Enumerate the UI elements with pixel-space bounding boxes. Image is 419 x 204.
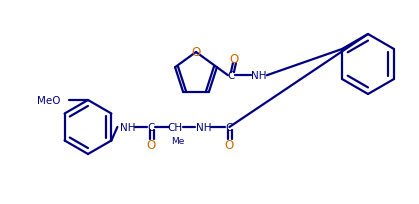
Text: NH: NH (251, 71, 266, 81)
Text: O: O (191, 46, 201, 59)
Text: C: C (227, 71, 235, 81)
Text: O: O (225, 139, 234, 152)
Text: MeO: MeO (36, 95, 60, 105)
Text: C: C (147, 122, 155, 132)
Text: C: C (226, 122, 233, 132)
Text: O: O (147, 139, 156, 152)
Text: NH: NH (196, 122, 211, 132)
Text: NH: NH (120, 122, 135, 132)
Text: Me: Me (171, 137, 184, 146)
Text: CH: CH (168, 122, 183, 132)
Text: O: O (229, 52, 238, 65)
